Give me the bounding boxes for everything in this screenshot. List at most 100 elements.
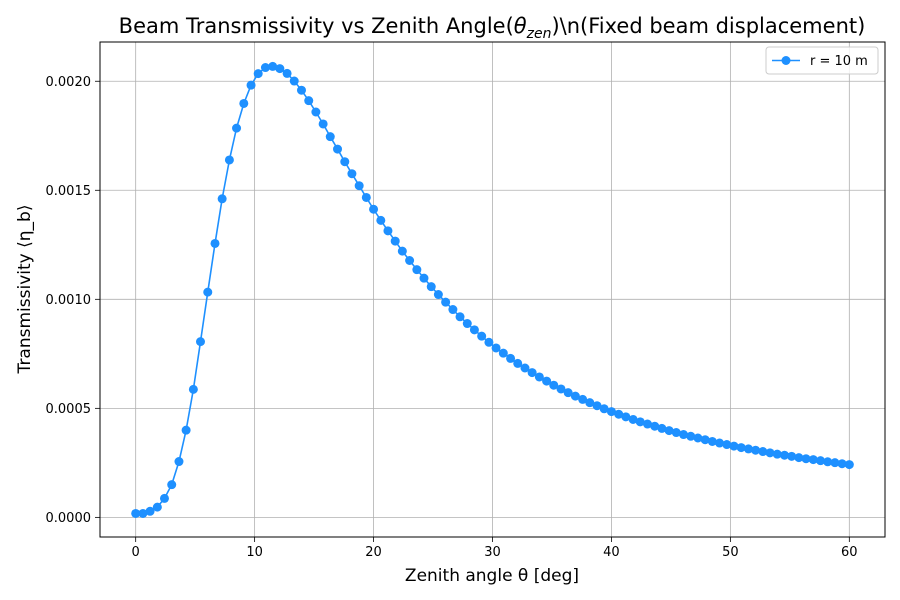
data-point [664, 426, 674, 436]
y-tick-label: 0.0010 [46, 293, 92, 308]
data-point [758, 447, 768, 457]
data-point [498, 348, 508, 358]
data-point [311, 107, 321, 117]
chart-title-prefix: Beam Transmissivity vs Zenith Angle( [119, 14, 514, 38]
x-tick-label: 50 [722, 545, 739, 560]
data-point [527, 368, 537, 378]
data-point [304, 96, 314, 106]
data-point [520, 363, 530, 373]
x-axis-label: Zenith angle θ [deg] [405, 566, 579, 586]
data-point [232, 123, 242, 133]
data-point [635, 417, 645, 427]
data-point [253, 69, 263, 79]
data-point [808, 455, 818, 465]
data-point [614, 409, 624, 419]
data-point [477, 331, 487, 341]
data-point [563, 388, 573, 398]
data-point [275, 64, 285, 74]
data-point [347, 169, 357, 179]
data-point [268, 61, 278, 71]
data-point [751, 445, 761, 455]
data-point [405, 256, 415, 265]
x-tick-label: 30 [484, 545, 501, 560]
data-point [513, 358, 523, 368]
data-point [354, 181, 364, 191]
y-tick-label: 0.0000 [46, 511, 92, 526]
data-point [722, 440, 732, 450]
data-point [217, 194, 227, 204]
data-point [260, 63, 270, 73]
data-point [787, 451, 797, 461]
x-tick-label: 0 [132, 545, 140, 560]
chart-title-suffix: )\n(Fixed beam displacement) [551, 14, 865, 38]
data-point [340, 157, 350, 167]
y-tick-label: 0.0015 [46, 184, 92, 199]
data-point [152, 502, 162, 512]
data-point [224, 155, 234, 165]
data-point [246, 80, 256, 90]
data-point [650, 421, 660, 431]
ticks-layer: 0 10 20 30 40 50 60 0.0000 0.0005 0.0010 0.0015 0.0… [46, 75, 858, 560]
data-point [462, 319, 472, 329]
data-point [837, 459, 847, 469]
data-point [383, 226, 393, 236]
data-point [599, 404, 609, 414]
data-point [715, 438, 725, 448]
data-point [801, 454, 811, 464]
data-point [448, 305, 458, 315]
data-point [145, 506, 155, 516]
data-point [426, 282, 436, 292]
data-point [361, 192, 371, 202]
data-point [823, 457, 833, 467]
data-point [138, 508, 148, 518]
legend: r = 10 m [765, 46, 879, 75]
data-point [765, 448, 775, 458]
data-point [325, 132, 335, 142]
data-point [686, 431, 696, 441]
legend-box [765, 46, 879, 75]
data-point [816, 456, 826, 466]
data-point [606, 407, 616, 417]
data-point [196, 337, 205, 347]
x-tick-label: 60 [841, 545, 858, 560]
data-point [772, 449, 782, 459]
data-point [570, 391, 580, 401]
data-point [167, 480, 177, 490]
data-point [333, 144, 343, 154]
data-point [556, 384, 566, 394]
data-point [210, 238, 220, 248]
data-point [181, 425, 191, 435]
x-tick-label: 40 [603, 545, 620, 560]
data-point [592, 401, 602, 411]
data-point [534, 372, 544, 382]
data-point [693, 433, 703, 443]
series-layer [131, 61, 854, 518]
data-point [441, 297, 451, 307]
chart-title-subscript: zen [526, 26, 552, 42]
data-point [412, 265, 422, 275]
legend-entry-label: r = 10 m [810, 54, 868, 69]
data-point [203, 287, 213, 297]
data-point [469, 325, 479, 335]
data-point [318, 119, 328, 129]
data-point [628, 414, 638, 424]
data-point [736, 443, 746, 453]
data-point [397, 246, 407, 256]
data-point [390, 236, 400, 246]
data-point [369, 204, 379, 214]
data-point [239, 98, 249, 108]
data-point [621, 412, 631, 422]
data-point [174, 457, 184, 467]
chart-title: Beam Transmissivity vs Zenith Angle(θzen… [119, 14, 866, 42]
data-point [794, 453, 804, 463]
data-point [506, 353, 516, 363]
grid-layer [100, 42, 885, 537]
data-point [729, 441, 739, 451]
data-point [289, 76, 299, 86]
data-point [780, 450, 789, 460]
data-point [844, 460, 854, 470]
data-point [657, 423, 667, 433]
data-point [549, 380, 559, 390]
data-point [188, 384, 198, 394]
